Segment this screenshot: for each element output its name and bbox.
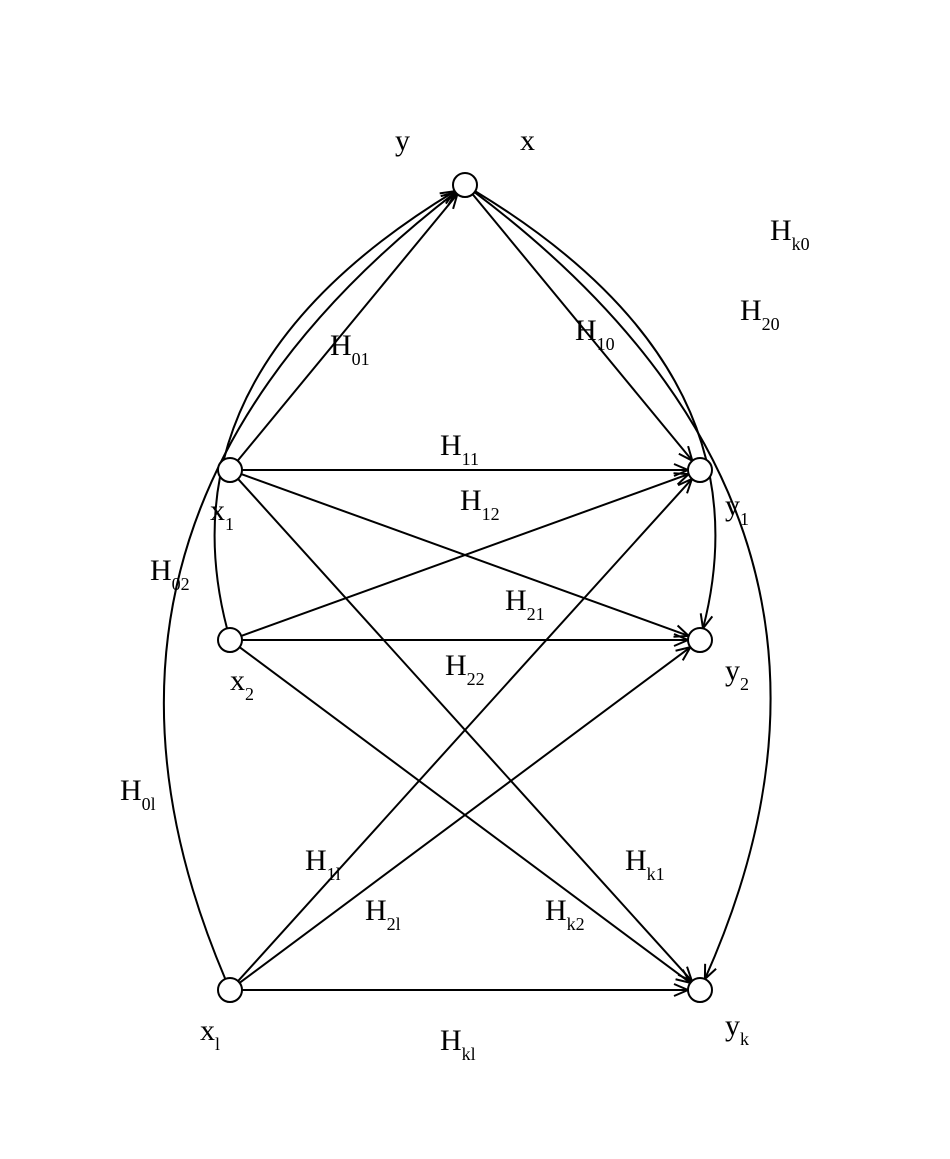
node-label-x1: x1 bbox=[210, 494, 234, 534]
edge-label-top-yk: Hk0 bbox=[770, 214, 810, 254]
edge-label-xl-top: H0l bbox=[120, 774, 156, 814]
edge-label-xl-yk: Hkl bbox=[440, 1024, 476, 1064]
node-label-top: y bbox=[395, 124, 410, 157]
node-label-xl: xl bbox=[200, 1014, 220, 1054]
edge-path bbox=[238, 194, 458, 460]
edge-xl-yk bbox=[242, 984, 688, 996]
node-y2 bbox=[688, 628, 712, 652]
edge-label-top-y1: H10 bbox=[575, 314, 615, 354]
edge-label-xl-y1: H1l bbox=[305, 844, 341, 884]
node-label-yk: yk bbox=[725, 1009, 749, 1049]
edge-label-x2-y1: H21 bbox=[505, 584, 545, 624]
edge-label-x2-y2: H22 bbox=[445, 649, 485, 689]
node-x2 bbox=[218, 628, 242, 652]
network-diagram: H01H02H0lH10H20Hk0H11H12Hk1H21H22Hk2H1lH… bbox=[0, 0, 950, 1159]
node-xl bbox=[218, 978, 242, 1002]
edge-label-x1-yk: Hk1 bbox=[625, 844, 665, 884]
edge-top-y2 bbox=[475, 191, 715, 628]
node-label-y2: y2 bbox=[725, 654, 749, 694]
edges-layer bbox=[164, 191, 771, 996]
node-x1 bbox=[218, 458, 242, 482]
edge-label-xl-y2: H2l bbox=[365, 894, 401, 934]
edge-label-x1-y1: H11 bbox=[440, 429, 479, 469]
labels-layer: H01H02H0lH10H20Hk0H11H12Hk1H21H22Hk2H1lH… bbox=[120, 124, 810, 1064]
edge-x1-top bbox=[238, 194, 458, 460]
edge-label-x1-y2: H12 bbox=[460, 484, 500, 524]
edge-x2-y2 bbox=[242, 634, 688, 646]
node-y1 bbox=[688, 458, 712, 482]
node-label-x2: x2 bbox=[230, 664, 254, 704]
edge-label-x1-top: H01 bbox=[330, 329, 370, 369]
node-yk bbox=[688, 978, 712, 1002]
nodes-layer bbox=[218, 173, 712, 1002]
node-label-y1: y1 bbox=[725, 489, 749, 529]
node-top bbox=[453, 173, 477, 197]
node-label-top-extra: x bbox=[520, 124, 535, 157]
edge-label-top-y2: H20 bbox=[740, 294, 780, 334]
edge-path bbox=[475, 191, 715, 628]
